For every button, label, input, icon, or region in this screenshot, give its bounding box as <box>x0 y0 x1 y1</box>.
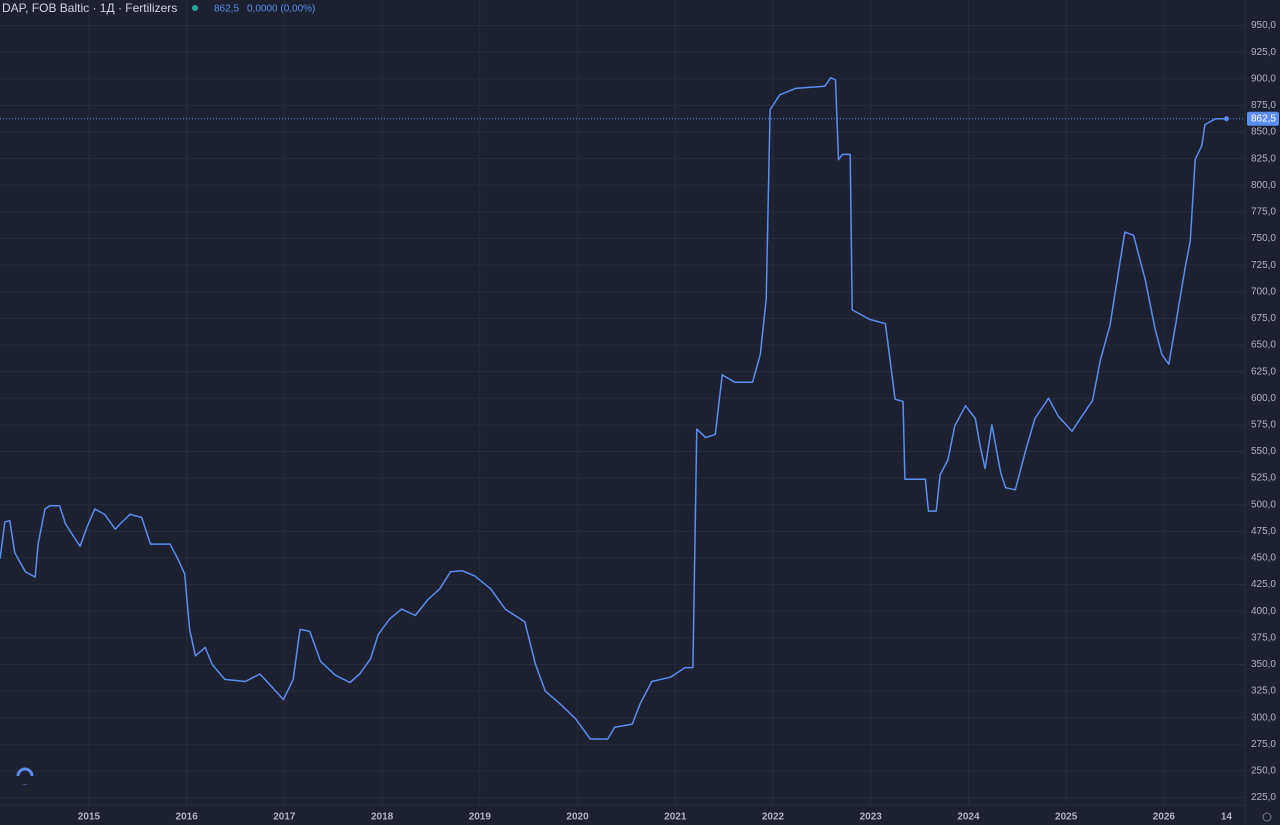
y-tick-label: 550,0 <box>1251 446 1276 457</box>
y-tick-label: 825,0 <box>1251 153 1276 164</box>
x-tick-label: 2018 <box>371 812 394 823</box>
y-tick-label: 800,0 <box>1251 180 1276 191</box>
y-tick-label: 750,0 <box>1251 233 1276 244</box>
y-tick-label: 675,0 <box>1251 313 1276 324</box>
y-tick-label: 900,0 <box>1251 73 1276 84</box>
y-tick-label: 650,0 <box>1251 340 1276 351</box>
status-dot <box>192 5 198 11</box>
header-last-value: 862,5 <box>214 4 239 15</box>
plot <box>0 76 1245 740</box>
x-tick-label: 2016 <box>176 812 199 823</box>
x-tick-label: 2025 <box>1055 812 1078 823</box>
x-tick-label: 2017 <box>273 812 296 823</box>
y-tick-label: 400,0 <box>1251 606 1276 617</box>
y-tick-label: 575,0 <box>1251 420 1276 431</box>
y-tick-label: 525,0 <box>1251 473 1276 484</box>
y-tick-label: 475,0 <box>1251 526 1276 537</box>
y-tick-label: 500,0 <box>1251 499 1276 510</box>
x-tick-label: 14 <box>1221 812 1233 823</box>
y-tick-label: 425,0 <box>1251 579 1276 590</box>
y-tick-label: 725,0 <box>1251 260 1276 271</box>
last-point <box>1223 116 1229 122</box>
settings-icon[interactable] <box>1262 812 1272 822</box>
x-tick-label: 2023 <box>860 812 883 823</box>
y-tick-label: 775,0 <box>1251 207 1276 218</box>
price-line <box>0 76 1227 740</box>
y-tick-label: 600,0 <box>1251 393 1276 404</box>
x-tick-label: 2015 <box>78 812 101 823</box>
y-tick-label: 625,0 <box>1251 366 1276 377</box>
last-value-label: 862,5 <box>1251 113 1276 124</box>
y-tick-label: 275,0 <box>1251 739 1276 750</box>
y-tick-label: 375,0 <box>1251 632 1276 643</box>
logo <box>15 767 35 785</box>
y-tick-label: 450,0 <box>1251 553 1276 564</box>
y-tick-label: 350,0 <box>1251 659 1276 670</box>
y-tick-label: 950,0 <box>1251 20 1276 31</box>
grid <box>0 0 1245 805</box>
y-tick-label: 850,0 <box>1251 127 1276 138</box>
y-tick-label: 250,0 <box>1251 766 1276 777</box>
y-tick-label: 325,0 <box>1251 686 1276 697</box>
x-tick-label: 2026 <box>1153 812 1176 823</box>
y-tick-label: 925,0 <box>1251 47 1276 58</box>
x-tick-label: 2024 <box>957 812 980 823</box>
x-tick-label: 2021 <box>664 812 687 823</box>
x-tick-label: 2022 <box>762 812 785 823</box>
y-tick-label: 300,0 <box>1251 712 1276 723</box>
y-tick-label: 700,0 <box>1251 286 1276 297</box>
chart-title: DAP, FOB Baltic · 1Д · Fertilizers <box>2 1 177 15</box>
x-tick-label: 2020 <box>566 812 589 823</box>
y-tick-label: 225,0 <box>1251 792 1276 803</box>
header-change: 0,0000 (0,00%) <box>247 4 315 15</box>
last-value-box <box>1247 111 1279 126</box>
y-tick-label: 875,0 <box>1251 100 1276 111</box>
x-tick-label: 2019 <box>469 812 492 823</box>
